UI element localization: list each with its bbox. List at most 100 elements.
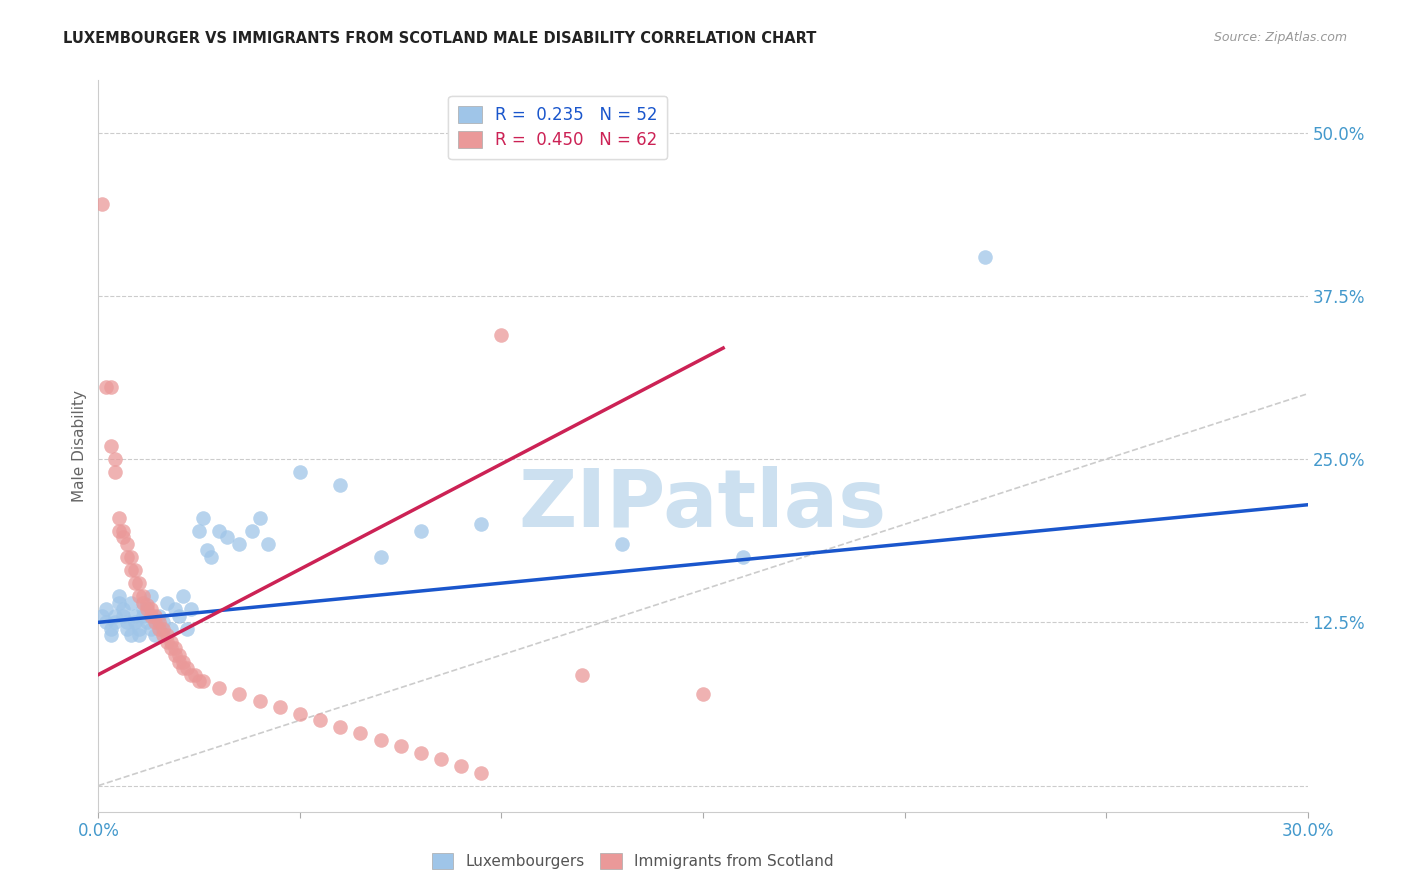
Point [470,765,492,780]
Point [143,615,166,630]
Point [172,661,194,675]
Point [139,602,162,616]
Point [111,608,134,623]
Point [571,667,593,681]
Point [100,380,122,394]
Point [128,628,150,642]
Point [409,746,432,760]
Point [180,602,202,616]
Point [135,599,157,613]
Point [167,648,190,662]
Point [288,465,311,479]
Point [349,726,371,740]
Y-axis label: Male Disability: Male Disability [72,390,87,502]
Point [135,615,157,630]
Point [139,608,162,623]
Point [172,589,194,603]
Point [107,524,129,538]
Point [193,674,215,689]
Point [132,608,155,623]
Legend: Luxembourgers, Immigrants from Scotland: Luxembourgers, Immigrants from Scotland [426,847,839,875]
Point [491,328,513,343]
Point [148,608,170,623]
Point [103,608,125,623]
Point [160,635,183,649]
Point [240,524,263,538]
Point [120,628,142,642]
Point [128,589,150,603]
Point [115,537,138,551]
Point [111,530,134,544]
Point [256,537,278,551]
Point [128,576,150,591]
Point [124,615,146,630]
Point [148,615,170,630]
Point [100,628,122,642]
Point [184,667,207,681]
Text: ZIPatlas: ZIPatlas [519,466,887,543]
Point [100,622,122,636]
Point [103,465,125,479]
Point [107,511,129,525]
Point [470,517,492,532]
Point [176,661,198,675]
Point [370,549,392,564]
Point [208,524,231,538]
Point [107,589,129,603]
Point [200,549,222,564]
Point [132,602,155,616]
Point [228,537,250,551]
Point [91,197,114,211]
Point [180,667,202,681]
Point [96,602,118,616]
Point [115,549,138,564]
Point [111,524,134,538]
Point [156,628,179,642]
Point [329,478,352,492]
Point [309,714,332,728]
Point [152,628,174,642]
Point [409,524,432,538]
Point [370,732,392,747]
Point [120,563,142,577]
Point [163,641,186,656]
Point [430,752,453,766]
Point [124,608,146,623]
Point [115,615,138,630]
Point [249,511,271,525]
Point [269,700,291,714]
Point [733,549,755,564]
Legend: R =  0.235   N = 52, R =  0.450   N = 62: R = 0.235 N = 52, R = 0.450 N = 62 [449,96,668,159]
Point [692,687,714,701]
Point [193,511,215,525]
Point [152,622,174,636]
Point [188,524,211,538]
Point [156,596,179,610]
Point [139,589,162,603]
Text: Source: ZipAtlas.com: Source: ZipAtlas.com [1213,31,1347,45]
Point [100,439,122,453]
Point [160,641,183,656]
Point [128,622,150,636]
Point [172,655,194,669]
Point [217,530,239,544]
Point [389,739,412,754]
Point [103,615,125,630]
Point [143,608,166,623]
Point [124,576,146,591]
Point [96,380,118,394]
Point [96,615,118,630]
Point [195,543,218,558]
Point [135,602,157,616]
Text: LUXEMBOURGER VS IMMIGRANTS FROM SCOTLAND MALE DISABILITY CORRELATION CHART: LUXEMBOURGER VS IMMIGRANTS FROM SCOTLAND… [63,31,817,46]
Point [103,452,125,467]
Point [120,596,142,610]
Point [132,589,155,603]
Point [111,602,134,616]
Point [163,648,186,662]
Point [167,655,190,669]
Point [288,706,311,721]
Point [176,622,198,636]
Point [139,622,162,636]
Point [228,687,250,701]
